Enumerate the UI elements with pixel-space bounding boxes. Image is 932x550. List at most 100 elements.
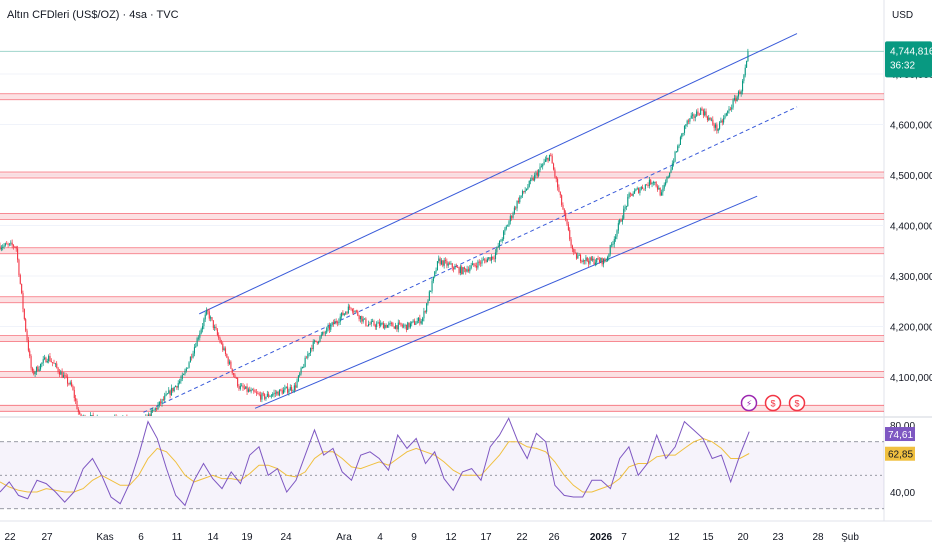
candle-down <box>224 348 227 354</box>
candle-up <box>578 254 580 256</box>
candle-up <box>284 387 286 390</box>
candle-up <box>261 393 263 400</box>
candle-down <box>729 108 731 110</box>
candle-up <box>731 107 733 110</box>
bar-countdown: 36:32 <box>890 60 915 71</box>
candle-up <box>10 242 12 244</box>
candle-up <box>690 115 692 119</box>
candle-up <box>427 300 429 304</box>
candle-up <box>671 163 673 170</box>
candle-down <box>451 263 453 268</box>
candle-up <box>288 390 290 393</box>
candle-down <box>264 394 266 399</box>
candle-down <box>176 386 178 388</box>
candle-up <box>214 326 216 328</box>
candle-up <box>319 336 321 342</box>
candle-up <box>0 247 2 250</box>
candle-up <box>674 151 676 162</box>
candle-down <box>562 204 564 210</box>
candle-down <box>588 260 590 264</box>
candle-up <box>195 346 197 348</box>
candle-up <box>723 118 725 123</box>
candle-up <box>486 258 488 263</box>
candle-up <box>54 363 56 365</box>
candle-up <box>497 246 499 248</box>
candle-up <box>592 258 594 261</box>
time-tick-label: 22 <box>516 532 528 543</box>
candle-up <box>694 116 696 118</box>
candle-up <box>627 196 629 207</box>
rsi-ma-line <box>0 437 750 493</box>
candle-up <box>682 132 684 134</box>
candle-up <box>327 325 329 329</box>
candle-down <box>208 311 210 319</box>
candle-down <box>492 256 494 259</box>
candle-up <box>412 320 414 322</box>
candle-down <box>408 322 410 328</box>
candle-down <box>6 243 8 245</box>
candle-down <box>27 340 29 351</box>
candle-up <box>462 267 464 275</box>
candle-up <box>370 321 372 325</box>
candle-up <box>318 341 320 344</box>
candle-up <box>322 332 324 335</box>
candle-up <box>161 399 163 404</box>
candle-up <box>409 323 411 328</box>
candle-up <box>362 318 364 322</box>
candle-down <box>559 191 561 196</box>
rsi-tick-label: 40,00 <box>890 488 915 499</box>
candle-down <box>457 267 459 269</box>
candle-up <box>639 189 641 193</box>
candle-up <box>395 325 397 329</box>
candle-down <box>246 386 248 392</box>
candle-down <box>257 392 259 394</box>
candle-up <box>737 91 740 97</box>
candle-up <box>534 174 536 181</box>
channel-upper-line <box>199 33 798 315</box>
candle-up <box>503 231 505 239</box>
candle-up <box>308 352 310 355</box>
candle-up <box>696 111 698 117</box>
candle-up <box>299 373 301 376</box>
candle-down <box>646 184 648 186</box>
candle-down <box>68 383 70 385</box>
candle-up <box>269 396 271 398</box>
candle-up <box>184 370 186 375</box>
rsi-ma-value-badge <box>885 446 915 461</box>
candle-up <box>273 392 275 395</box>
candle-down <box>287 386 289 393</box>
candle-down <box>169 390 171 396</box>
rsi-value: 74,61 <box>888 430 913 441</box>
candle-down <box>33 370 35 375</box>
candle-up <box>148 414 150 416</box>
candle-up <box>512 213 514 218</box>
candle-up <box>432 276 434 282</box>
candle-down <box>382 323 384 329</box>
candle-down <box>467 269 470 272</box>
candle-up <box>624 206 626 209</box>
candle-up <box>289 387 291 391</box>
candle-down <box>565 212 567 220</box>
sr-zone <box>0 335 884 342</box>
candle-up <box>594 262 596 265</box>
candle-up <box>505 226 507 229</box>
candle-up <box>708 117 710 120</box>
currency-label[interactable]: USD <box>892 10 914 21</box>
candle-down <box>701 108 703 110</box>
candle-down <box>446 260 448 266</box>
candle-up <box>423 311 425 319</box>
lightning-event-icon-ring <box>740 394 758 412</box>
candle-down <box>485 260 487 263</box>
candle-up <box>276 391 278 394</box>
candle-down <box>400 322 402 326</box>
candle-up <box>644 184 646 189</box>
candle-down <box>18 259 20 276</box>
candle-up <box>428 291 430 301</box>
candle-up <box>152 410 154 411</box>
candle-up <box>501 238 503 241</box>
candle-down <box>238 386 240 389</box>
candle-down <box>580 254 582 262</box>
candle-down <box>355 310 357 312</box>
candle-down <box>702 109 704 116</box>
